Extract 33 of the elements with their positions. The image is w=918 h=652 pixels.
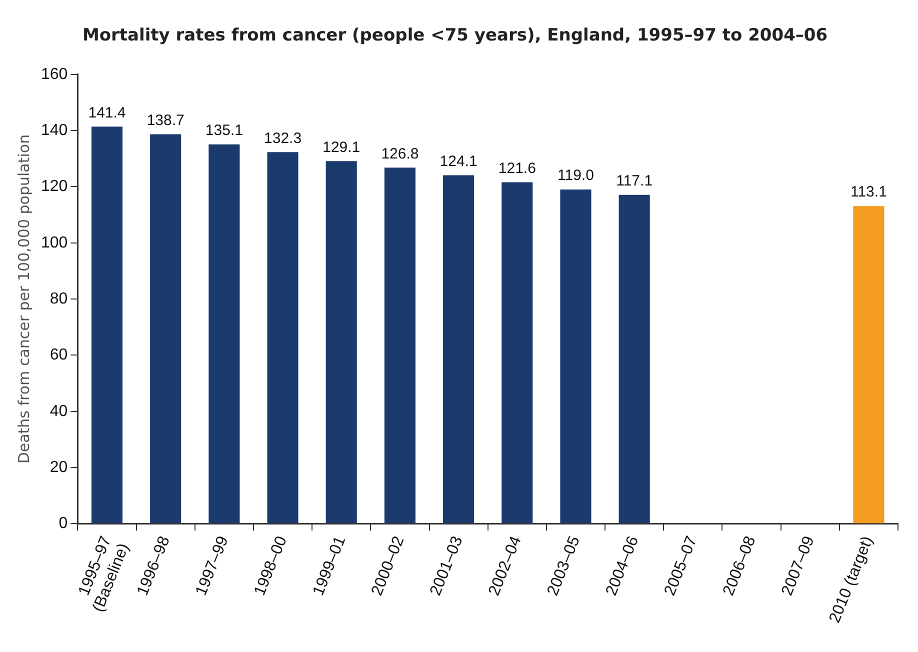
data-label: 132.3	[264, 130, 302, 147]
data-label: 113.1	[850, 184, 887, 201]
data-label: 138.7	[146, 112, 184, 129]
y-tick-label: 120	[40, 178, 68, 196]
data-label: 126.8	[381, 145, 419, 162]
y-tick-label: 140	[40, 122, 68, 139]
chart-title: Mortality rates from cancer (people <75 years), England, 1995–97 to 2004–06	[82, 26, 828, 46]
bar	[560, 190, 592, 524]
bar	[384, 168, 416, 524]
data-label: 129.1	[322, 138, 360, 156]
data-label: 124.1	[440, 152, 478, 170]
y-tick-label: 20	[50, 458, 68, 476]
bar	[208, 144, 240, 524]
y-tick-label: 40	[50, 402, 68, 420]
y-tick-label: 0	[58, 515, 68, 532]
bar	[502, 182, 533, 524]
data-label: 135.1	[205, 122, 243, 139]
data-label: 119.0	[558, 167, 594, 184]
bar	[150, 134, 182, 524]
y-tick-label: 100	[40, 234, 68, 252]
y-tick-label: 160	[40, 66, 68, 83]
bar	[853, 206, 884, 524]
data-label: 117.1	[616, 172, 653, 190]
bar	[326, 161, 357, 524]
bar	[91, 126, 123, 524]
data-label: 121.6	[498, 160, 536, 177]
bar	[267, 152, 298, 524]
y-tick-label: 60	[50, 346, 68, 364]
bar	[618, 194, 650, 524]
bar	[443, 175, 474, 524]
data-label: 141.4	[88, 104, 126, 122]
y-axis-title: Deaths from cancer per 100,000 population	[14, 134, 33, 464]
y-tick-label: 80	[50, 290, 68, 308]
